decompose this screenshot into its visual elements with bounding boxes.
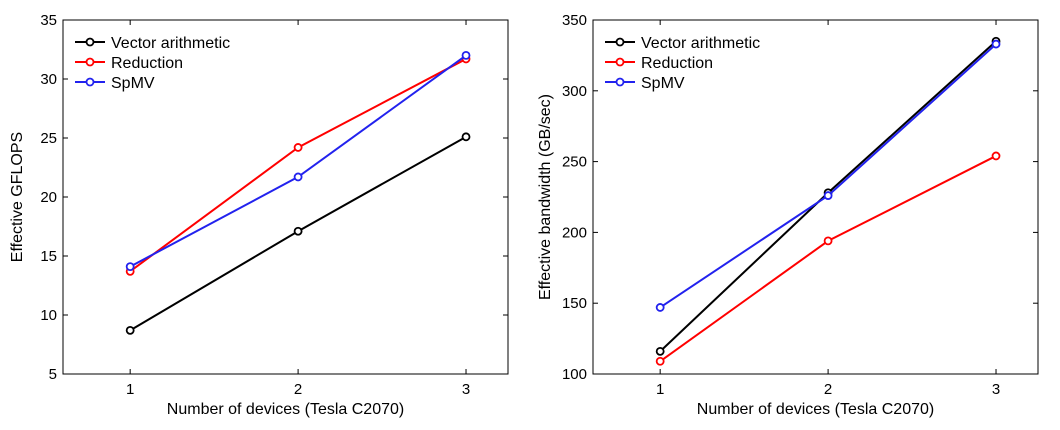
- data-point: [125, 262, 135, 272]
- x-axis-label: Number of devices (Tesla C2070): [697, 401, 934, 418]
- legend-label: SpMV: [111, 75, 155, 92]
- legend-label: Reduction: [111, 55, 183, 72]
- y-tick-label: 200: [562, 224, 587, 241]
- legend-swatch-marker: [85, 77, 95, 87]
- y-tick-label: 5: [49, 366, 57, 383]
- y-tick-label: 150: [562, 295, 587, 312]
- data-point: [655, 346, 665, 356]
- series-spmv: [125, 51, 471, 272]
- x-tick-label: 2: [294, 381, 302, 398]
- y-tick-label: 250: [562, 154, 587, 171]
- y-tick-label: 35: [40, 12, 57, 29]
- x-tick-label: 3: [992, 381, 1000, 398]
- chart-panel-2: 100 150 200 250 300 350 1 2 3 Number of devices (…: [537, 12, 1039, 418]
- series-vector-arithmetic: [125, 132, 471, 335]
- legend-swatch-marker: [85, 37, 95, 47]
- plot-frame: [592, 19, 1039, 375]
- legend-swatch-marker: [615, 37, 625, 47]
- legend-swatch-marker: [615, 57, 625, 67]
- series-line: [659, 43, 997, 309]
- y-tick-label: 300: [562, 83, 587, 100]
- data-point: [823, 236, 833, 246]
- data-point: [293, 172, 303, 182]
- x-axis-label: Number of devices (Tesla C2070): [167, 401, 404, 418]
- data-point: [655, 356, 665, 366]
- legend: Vector arithmetic Reduction SpMV: [75, 35, 230, 92]
- y-tick-label: 100: [562, 366, 587, 383]
- legend-label: Vector arithmetic: [111, 35, 230, 52]
- legend-label: Vector arithmetic: [641, 35, 760, 52]
- x-tick-label: 1: [656, 381, 664, 398]
- y-tick-label: 350: [562, 12, 587, 29]
- data-point: [655, 303, 665, 312]
- y-tick-label: 25: [40, 130, 57, 147]
- data-point: [823, 191, 833, 200]
- data-point: [125, 325, 135, 335]
- legend-label: SpMV: [641, 75, 685, 92]
- legend-swatch-marker: [615, 77, 625, 87]
- data-point: [293, 143, 303, 152]
- legend: Vector arithmetic Reduction SpMV: [605, 35, 760, 92]
- y-tick-label: 30: [40, 71, 57, 88]
- x-tick-label: 2: [824, 381, 832, 398]
- y-axis-label: Effective bandwidth (GB/sec): [537, 94, 554, 300]
- series-spmv: [655, 39, 1001, 312]
- series-reduction: [655, 151, 1001, 366]
- legend-label: Reduction: [641, 55, 713, 72]
- x-tick-label: 1: [126, 381, 134, 398]
- y-tick-label: 10: [40, 307, 57, 324]
- y-tick-label: 15: [40, 248, 57, 265]
- chart-panel-1: 5 10 15 20 25 30 35 1 2 3 Number of devices (Tesla…: [9, 12, 509, 418]
- legend-swatch-marker: [85, 57, 95, 67]
- y-tick-label: 20: [40, 189, 57, 206]
- data-point: [991, 39, 1001, 49]
- data-point: [991, 151, 1001, 161]
- y-axis-label: Effective GFLOPS: [9, 132, 26, 262]
- data-point: [461, 132, 471, 142]
- data-point: [461, 51, 471, 60]
- x-tick-label: 3: [462, 381, 470, 398]
- data-point: [293, 226, 303, 236]
- series-line: [659, 155, 997, 363]
